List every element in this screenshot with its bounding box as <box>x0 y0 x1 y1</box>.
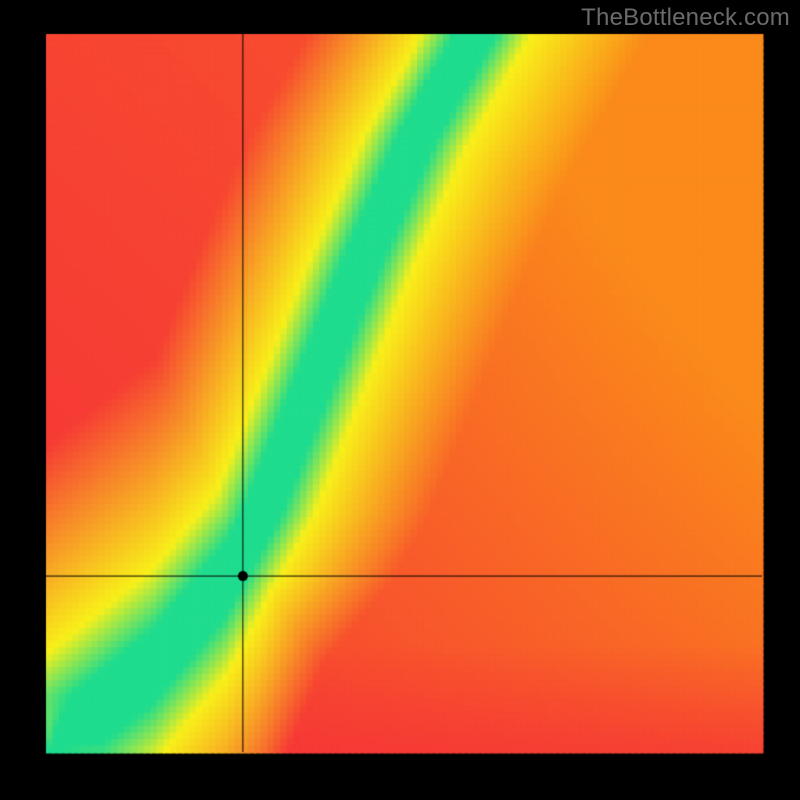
chart-container: TheBottleneck.com <box>0 0 800 800</box>
watermark-text: TheBottleneck.com <box>581 4 790 32</box>
bottleneck-heatmap <box>0 0 800 800</box>
